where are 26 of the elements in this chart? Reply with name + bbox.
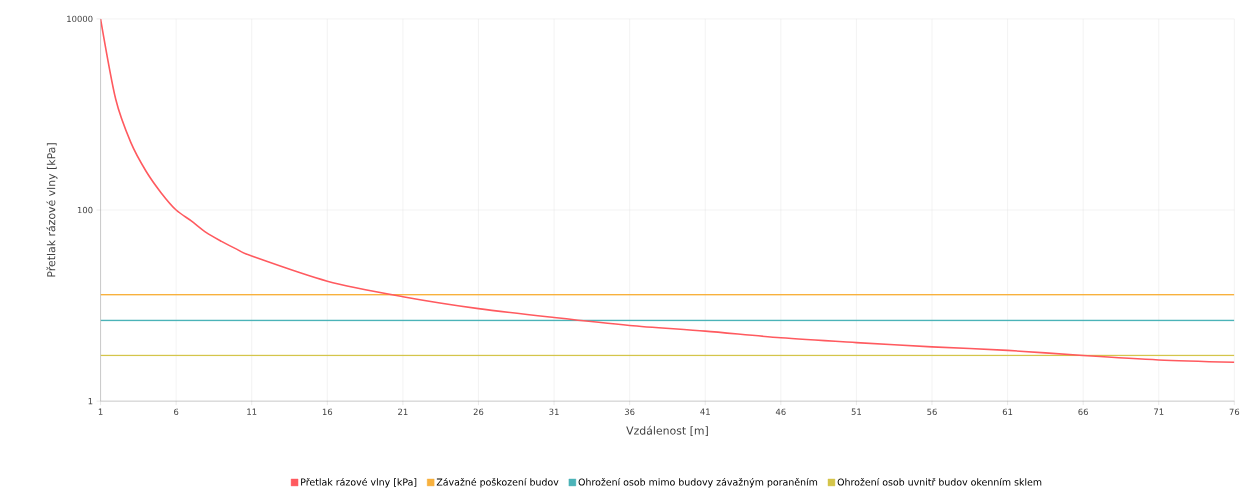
x-tick-label: 11 — [247, 408, 257, 415]
x-tick-label: 71 — [1154, 408, 1164, 415]
x-tick-label: 26 — [473, 408, 484, 416]
y-tick-label: 10000 — [67, 15, 93, 23]
x-tick-label: 41 — [700, 408, 710, 415]
x-tick-label: 76 — [1229, 408, 1240, 416]
x-tick-label: 21 — [398, 408, 408, 415]
legend-label: Přetlak rázové vlny [kPa] — [301, 478, 417, 488]
line-series — [100, 19, 1235, 364]
legend-label: Závažné poškození budov — [436, 478, 559, 488]
x-tick-label: 1 — [98, 408, 103, 415]
x-tick-label: 66 — [1078, 408, 1088, 416]
x-tick-label: 61 — [1002, 408, 1013, 416]
y-axis-title: Přetlak rázové vlny [kPa] — [46, 143, 58, 277]
legend-label: Ohrožení osob uvnitř budov okenním sklem — [837, 478, 1042, 486]
y-tick-label: 1 — [88, 398, 93, 405]
x-tick-label: 46 — [775, 408, 786, 416]
x-tick-label: 31 — [549, 408, 559, 416]
x-tick-label: 56 — [927, 408, 937, 416]
x-tick-label: 16 — [322, 408, 333, 416]
x-axis-title: Vzdálenost [m] — [626, 425, 708, 437]
legend-label: Ohrožení osob mimo budovy závažným poraněním — [578, 478, 818, 488]
y-tick-label: 100 — [77, 206, 93, 214]
x-tick-label: 36 — [624, 408, 635, 416]
x-tick-label: 6 — [174, 408, 179, 416]
x-tick-label: 51 — [851, 408, 861, 416]
